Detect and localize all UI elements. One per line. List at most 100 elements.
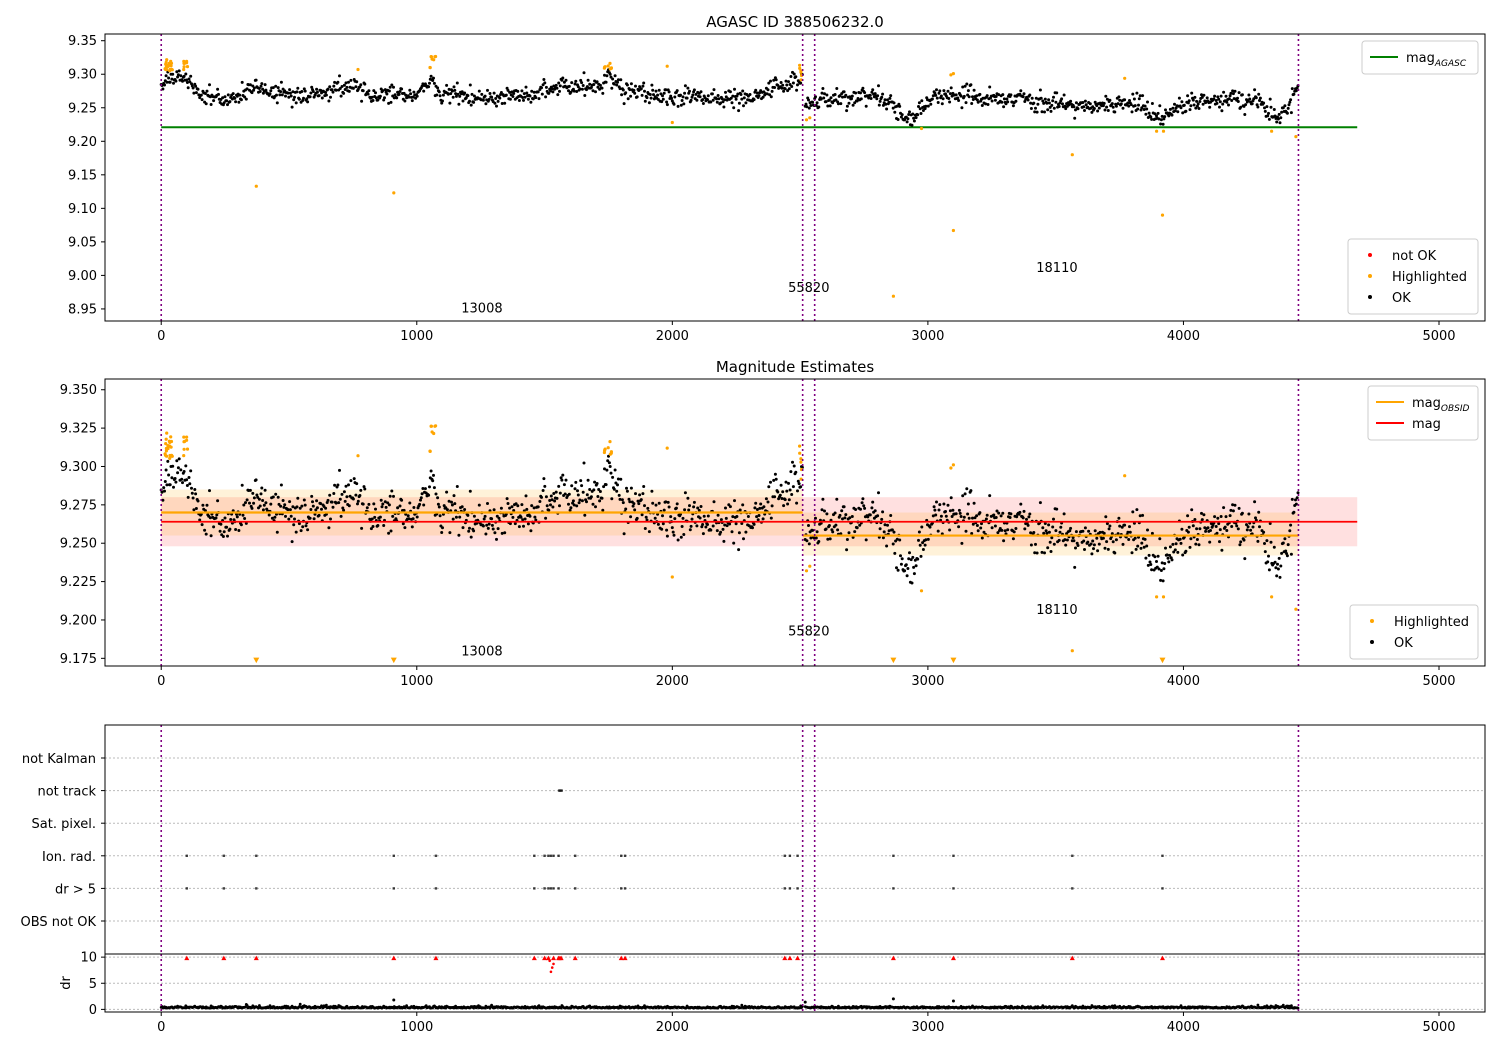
ok-point bbox=[340, 492, 344, 496]
ok-point bbox=[629, 515, 633, 519]
ok-point bbox=[453, 88, 457, 92]
ok-point bbox=[314, 508, 318, 512]
ok-point bbox=[691, 93, 695, 97]
ok-point bbox=[185, 81, 189, 84]
ok-point bbox=[795, 501, 799, 505]
ok-point bbox=[679, 103, 683, 107]
ok-point bbox=[1253, 88, 1257, 92]
ok-point bbox=[1196, 102, 1200, 106]
ok-point bbox=[1008, 516, 1012, 519]
ok-point bbox=[486, 88, 489, 92]
ok-point bbox=[827, 524, 831, 527]
ok-point bbox=[360, 99, 364, 103]
ok-point bbox=[1170, 558, 1174, 562]
ok-point bbox=[223, 95, 227, 99]
ok-point bbox=[757, 94, 761, 98]
ok-point bbox=[876, 514, 880, 518]
ok-point bbox=[963, 84, 967, 88]
ok-point bbox=[781, 83, 785, 87]
ok-point bbox=[170, 476, 174, 480]
ok-point bbox=[1045, 101, 1049, 105]
ok-point bbox=[1163, 562, 1167, 565]
flag-point bbox=[255, 854, 258, 857]
ok-point bbox=[345, 85, 349, 89]
ok-point bbox=[200, 98, 204, 102]
ok-point bbox=[522, 524, 525, 528]
ok-point bbox=[701, 532, 705, 536]
highlighted-point bbox=[182, 65, 186, 69]
ok-point bbox=[1023, 100, 1027, 103]
ok-point bbox=[723, 523, 727, 527]
ok-point bbox=[1195, 527, 1199, 531]
ok-point bbox=[609, 471, 613, 475]
highlighted-point bbox=[808, 564, 812, 568]
ok-point bbox=[1034, 106, 1037, 110]
ok-point bbox=[260, 82, 264, 86]
ok-point bbox=[1111, 105, 1115, 109]
ok-point bbox=[338, 468, 341, 472]
ok-point bbox=[1061, 102, 1064, 106]
ok-point bbox=[1126, 101, 1130, 105]
ok-point bbox=[563, 492, 567, 496]
ok-point bbox=[1267, 117, 1271, 121]
ok-point bbox=[594, 90, 597, 94]
dr-not-ok-point bbox=[552, 962, 555, 966]
ok-point bbox=[1036, 102, 1040, 106]
ok-point bbox=[252, 88, 256, 92]
ok-point bbox=[1082, 105, 1086, 109]
ok-point bbox=[881, 536, 885, 540]
ok-point bbox=[912, 119, 916, 123]
highlighted-point bbox=[608, 61, 612, 65]
ok-point bbox=[732, 106, 736, 110]
ok-point bbox=[1105, 105, 1109, 109]
ok-point bbox=[1126, 530, 1130, 534]
ok-point bbox=[643, 504, 646, 508]
ok-point bbox=[867, 96, 871, 100]
ok-point bbox=[688, 89, 691, 93]
ok-point bbox=[319, 502, 323, 506]
ok-point bbox=[618, 87, 622, 91]
ok-point bbox=[768, 93, 772, 97]
ok-point bbox=[751, 526, 754, 530]
ok-point bbox=[931, 94, 935, 98]
ok-point bbox=[1229, 508, 1233, 512]
ok-point bbox=[796, 83, 799, 87]
ok-point bbox=[279, 483, 283, 487]
ok-point bbox=[820, 91, 824, 95]
ok-point bbox=[1050, 103, 1054, 107]
flag-point bbox=[547, 887, 550, 890]
ok-point bbox=[185, 484, 189, 487]
x-tick-label: 2000 bbox=[656, 1020, 689, 1035]
ok-point bbox=[198, 518, 202, 522]
agasc-plot-frame bbox=[104, 33, 1486, 322]
highlighted-point bbox=[799, 460, 803, 464]
ok-point bbox=[1018, 510, 1022, 514]
ok-point bbox=[1119, 102, 1123, 106]
ok-point bbox=[682, 533, 686, 536]
ok-point bbox=[294, 530, 298, 534]
ok-point bbox=[163, 489, 166, 493]
highlighted-point bbox=[168, 456, 172, 460]
ok-point bbox=[513, 522, 517, 526]
ok-point bbox=[217, 92, 220, 96]
ok-point bbox=[460, 90, 464, 94]
ok-point bbox=[525, 507, 529, 511]
ok-point bbox=[450, 503, 454, 507]
ok-point bbox=[1201, 102, 1205, 106]
ok-point bbox=[548, 499, 552, 502]
dr-point bbox=[325, 1003, 328, 1007]
ok-point bbox=[596, 85, 600, 89]
ok-point bbox=[917, 101, 921, 105]
ok-point bbox=[188, 482, 192, 486]
flag-point bbox=[788, 854, 792, 857]
obsid-uncertainty-band bbox=[802, 512, 1299, 556]
ok-point bbox=[1052, 106, 1056, 110]
ok-point bbox=[993, 524, 997, 528]
ok-point bbox=[853, 530, 857, 534]
ok-point bbox=[327, 526, 331, 530]
ok-point bbox=[1026, 98, 1030, 102]
ok-point bbox=[1150, 117, 1154, 121]
ok-point bbox=[389, 529, 393, 533]
ok-point bbox=[1278, 575, 1282, 579]
ok-point bbox=[252, 496, 256, 500]
